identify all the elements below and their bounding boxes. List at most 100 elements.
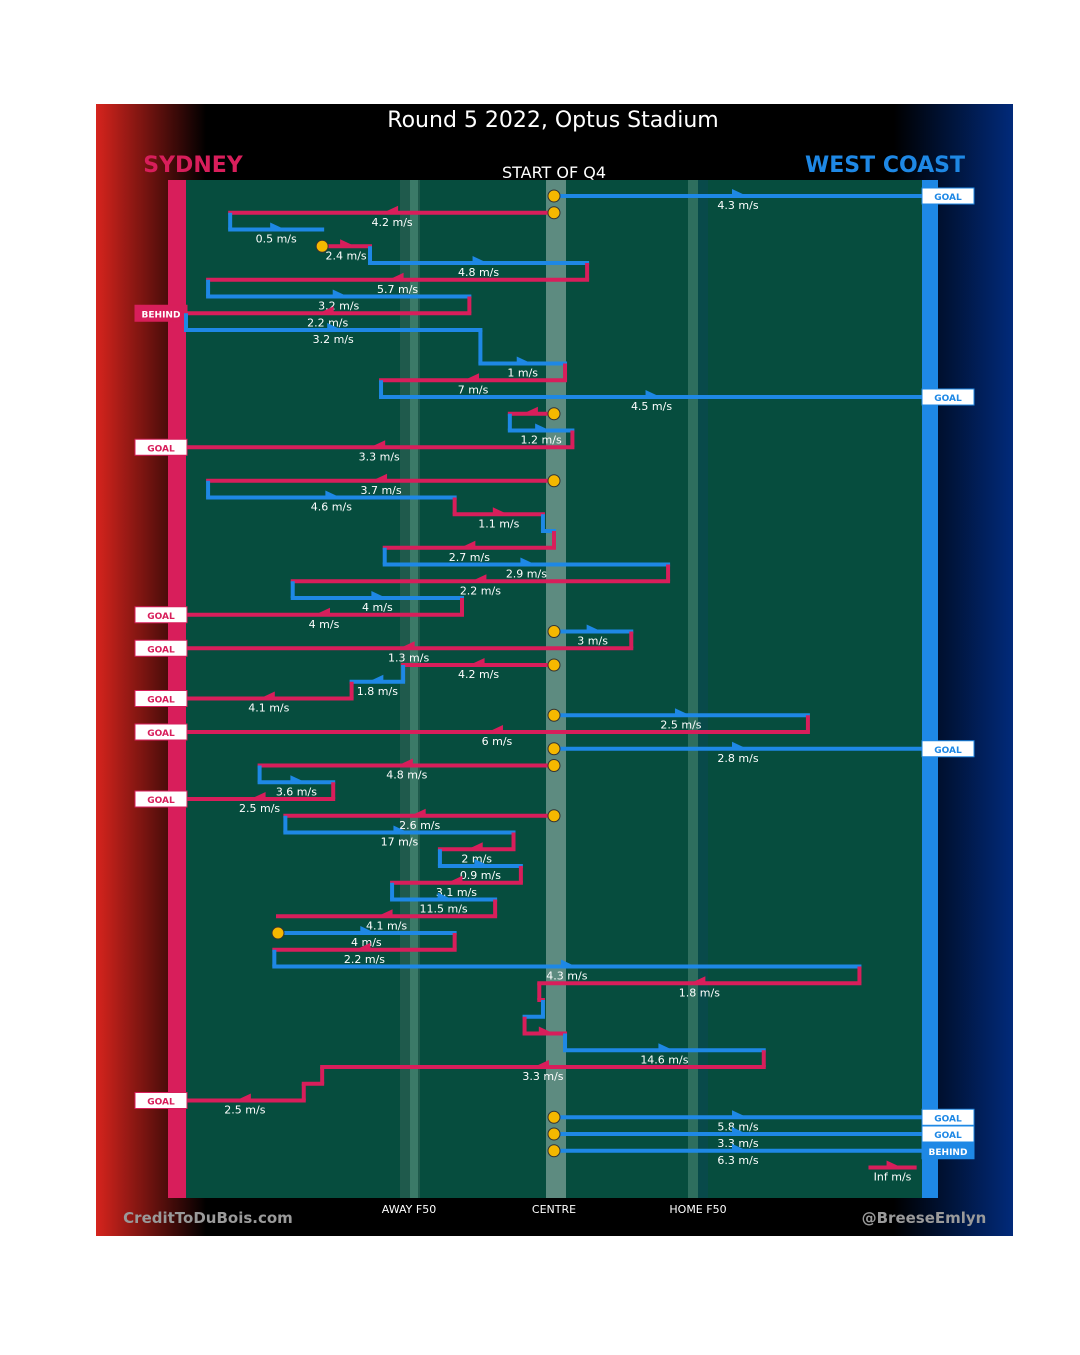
chain-arrow (371, 591, 387, 598)
away-f50-line (410, 180, 418, 1198)
bounce-marker (547, 1144, 561, 1158)
chain-arrow (586, 624, 602, 632)
speed-label: 3.3 m/s (359, 450, 400, 463)
speed-label: 2 m/s (461, 852, 492, 865)
outcome-badge (921, 388, 975, 406)
bounce-marker (547, 407, 561, 421)
chain-arrow (437, 892, 453, 900)
chain-arrow (340, 239, 356, 247)
speed-label: 14.6 m/s (640, 1053, 688, 1066)
bounce-marker (271, 926, 285, 940)
chain-arrow (472, 256, 488, 263)
chain-arrow (250, 792, 266, 799)
speed-label: 2.5 m/s (239, 802, 280, 815)
speed-label: Inf m/s (874, 1171, 912, 1184)
bounce-marker (547, 1127, 561, 1141)
outcome-badge (134, 639, 188, 657)
chain-arrow (487, 725, 503, 732)
chain-arrow (467, 842, 483, 850)
speed-label: 4.3 m/s (546, 970, 587, 983)
outcome-badge (134, 1092, 188, 1109)
speed-label: 1.8 m/s (679, 986, 720, 999)
speed-label: 3.1 m/s (436, 886, 477, 899)
chain-arrow (355, 942, 371, 950)
outcome-badge (921, 1125, 975, 1143)
chain-arrow (732, 1127, 747, 1134)
chain-arrow (332, 289, 348, 297)
speed-label: 2.5 m/s (660, 718, 701, 731)
outcome-label: GOAL (147, 444, 175, 454)
chain-arrow (732, 1110, 747, 1118)
chain-arrow (533, 1060, 549, 1067)
chain-arrow (388, 272, 404, 280)
speed-label: 1.8 m/s (357, 685, 398, 698)
speed-label: 0.9 m/s (460, 869, 501, 882)
speed-label: 2.5 m/s (224, 1104, 265, 1117)
speed-label: 4.2 m/s (372, 216, 413, 229)
speed-label: 1.3 m/s (388, 651, 429, 664)
chain-arrow (535, 423, 551, 431)
chain-arrow (377, 909, 393, 917)
centre-band (546, 180, 566, 1198)
chain-arrow (674, 708, 690, 716)
right-team-bar (922, 180, 938, 1198)
chain-arrow (522, 406, 538, 414)
speed-label: 6.3 m/s (717, 1154, 758, 1167)
outcome-badge (134, 606, 188, 624)
outcome-badge (134, 438, 188, 456)
bounce-marker (315, 239, 329, 253)
outcome-label: GOAL (934, 1131, 962, 1141)
speed-label: 0.5 m/s (256, 233, 297, 246)
speed-label: 4.8 m/s (386, 769, 427, 782)
speed-label: 1 m/s (507, 367, 538, 380)
bounce-marker (547, 189, 561, 203)
speed-label: 3.3 m/s (717, 1137, 758, 1150)
chain-arrow (538, 1026, 554, 1034)
chain-arrow (474, 859, 490, 866)
axis-label-away: AWAY F50 (382, 1203, 436, 1216)
speed-label: 4.2 m/s (458, 668, 499, 681)
speed-label: 6 m/s (482, 735, 513, 748)
bounce-marker (547, 625, 561, 638)
chain-arrow (732, 1143, 747, 1151)
outcome-badge (134, 690, 188, 707)
credit-left: CreditToDuBois.com (123, 1209, 293, 1227)
right-team-name: WEST COAST (805, 153, 965, 178)
speed-label: 2.2 m/s (460, 584, 501, 597)
speed-label: 5.8 m/s (717, 1120, 758, 1133)
bounce-marker (547, 809, 561, 823)
left-team-bar (168, 180, 186, 1198)
chain-arrow (397, 758, 413, 766)
chain-arrow (464, 373, 480, 381)
chart-title: Round 5 2022, Optus Stadium (387, 108, 718, 133)
speed-label: 1.2 m/s (521, 434, 562, 447)
outcome-label: GOAL (147, 729, 175, 739)
speed-label: 4.8 m/s (458, 266, 499, 279)
axis-label-home: HOME F50 (669, 1203, 726, 1216)
chain-arrow (393, 825, 409, 833)
chain-arrow (368, 674, 384, 682)
outcome-label: GOAL (934, 394, 962, 404)
outcome-label: BEHIND (142, 310, 181, 320)
speed-label: 3.2 m/s (313, 333, 354, 346)
credit-right: @BreeseEmlyn (862, 1209, 987, 1227)
speed-label: 5.7 m/s (377, 283, 418, 296)
bounce-marker (547, 658, 561, 672)
chain-arrow (410, 808, 426, 816)
bounce-marker (547, 759, 561, 772)
speed-label: 3 m/s (577, 635, 608, 648)
speed-label: 2.2 m/s (344, 953, 385, 966)
speed-label: 4.5 m/s (631, 400, 672, 413)
home-f50-band (698, 180, 708, 1198)
bounce-marker (547, 708, 561, 722)
chain-arrow (383, 205, 399, 213)
speed-label: 4.6 m/s (311, 501, 352, 514)
outcome-label: GOAL (147, 645, 175, 655)
chain-arrow (560, 959, 576, 967)
chain-arrow (471, 574, 487, 582)
bounce-marker (547, 206, 561, 220)
home-f50-line (688, 180, 698, 1198)
chain-arrow (399, 641, 415, 649)
chain-arrow (327, 323, 343, 330)
